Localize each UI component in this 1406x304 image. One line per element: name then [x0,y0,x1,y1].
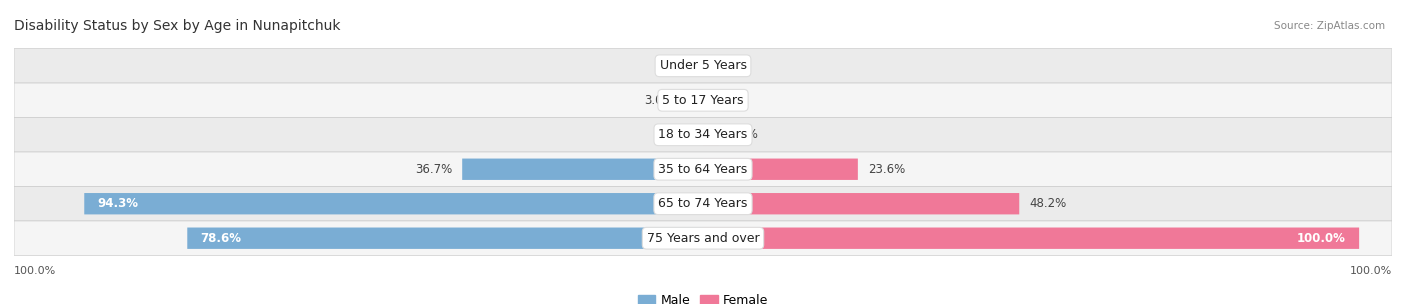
Text: 18 to 34 Years: 18 to 34 Years [658,128,748,141]
Text: Under 5 Years: Under 5 Years [659,59,747,72]
Text: 78.6%: 78.6% [201,232,242,245]
FancyBboxPatch shape [14,186,1392,221]
Text: Source: ZipAtlas.com: Source: ZipAtlas.com [1274,21,1385,31]
Text: 0.0%: 0.0% [664,59,693,72]
FancyBboxPatch shape [703,227,1360,249]
FancyBboxPatch shape [84,193,703,214]
FancyBboxPatch shape [14,49,1392,83]
Text: 35 to 64 Years: 35 to 64 Years [658,163,748,176]
FancyBboxPatch shape [14,83,1392,118]
Text: Disability Status by Sex by Age in Nunapitchuk: Disability Status by Sex by Age in Nunap… [14,19,340,33]
Text: 23.6%: 23.6% [868,163,905,176]
FancyBboxPatch shape [14,152,1392,186]
FancyBboxPatch shape [187,227,703,249]
Text: 94.3%: 94.3% [97,197,138,210]
Text: 3.0%: 3.0% [644,94,673,107]
Text: 5 to 17 Years: 5 to 17 Years [662,94,744,107]
FancyBboxPatch shape [463,159,703,180]
Text: 75 Years and over: 75 Years and over [647,232,759,245]
Text: 65 to 74 Years: 65 to 74 Years [658,197,748,210]
Text: 100.0%: 100.0% [1298,232,1346,245]
Text: 0.0%: 0.0% [713,59,742,72]
Text: 0.0%: 0.0% [664,128,693,141]
FancyBboxPatch shape [14,118,1392,152]
Legend: Male, Female: Male, Female [633,289,773,304]
FancyBboxPatch shape [14,221,1392,255]
Text: 100.0%: 100.0% [1350,267,1392,276]
Text: 2.4%: 2.4% [728,128,758,141]
Text: 36.7%: 36.7% [415,163,453,176]
FancyBboxPatch shape [703,159,858,180]
FancyBboxPatch shape [703,193,1019,214]
Text: 48.2%: 48.2% [1029,197,1066,210]
Text: 0.0%: 0.0% [713,94,742,107]
FancyBboxPatch shape [683,90,703,111]
FancyBboxPatch shape [703,124,718,145]
Text: 100.0%: 100.0% [14,267,56,276]
